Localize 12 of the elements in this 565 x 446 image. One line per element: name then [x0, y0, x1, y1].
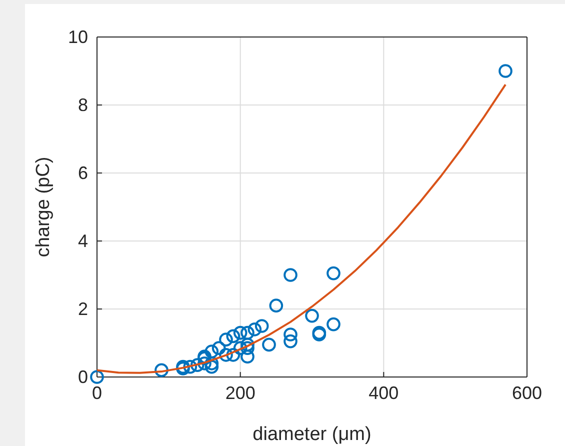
- x-tick-label: 0: [92, 382, 102, 403]
- y-axis-title: charge (pC): [33, 156, 54, 258]
- x-tick-label: 400: [368, 382, 399, 403]
- x-tick-label: 600: [512, 382, 542, 403]
- x-tick-label: 200: [225, 382, 256, 403]
- y-tick-label: 0: [78, 366, 88, 387]
- y-tick-label: 4: [78, 230, 88, 251]
- x-axis-title: diameter (μm): [252, 424, 372, 445]
- y-tick-label: 10: [68, 26, 88, 47]
- y-tick-label: 6: [78, 162, 88, 183]
- y-tick-label: 2: [78, 298, 88, 319]
- y-tick-label: 8: [78, 94, 88, 115]
